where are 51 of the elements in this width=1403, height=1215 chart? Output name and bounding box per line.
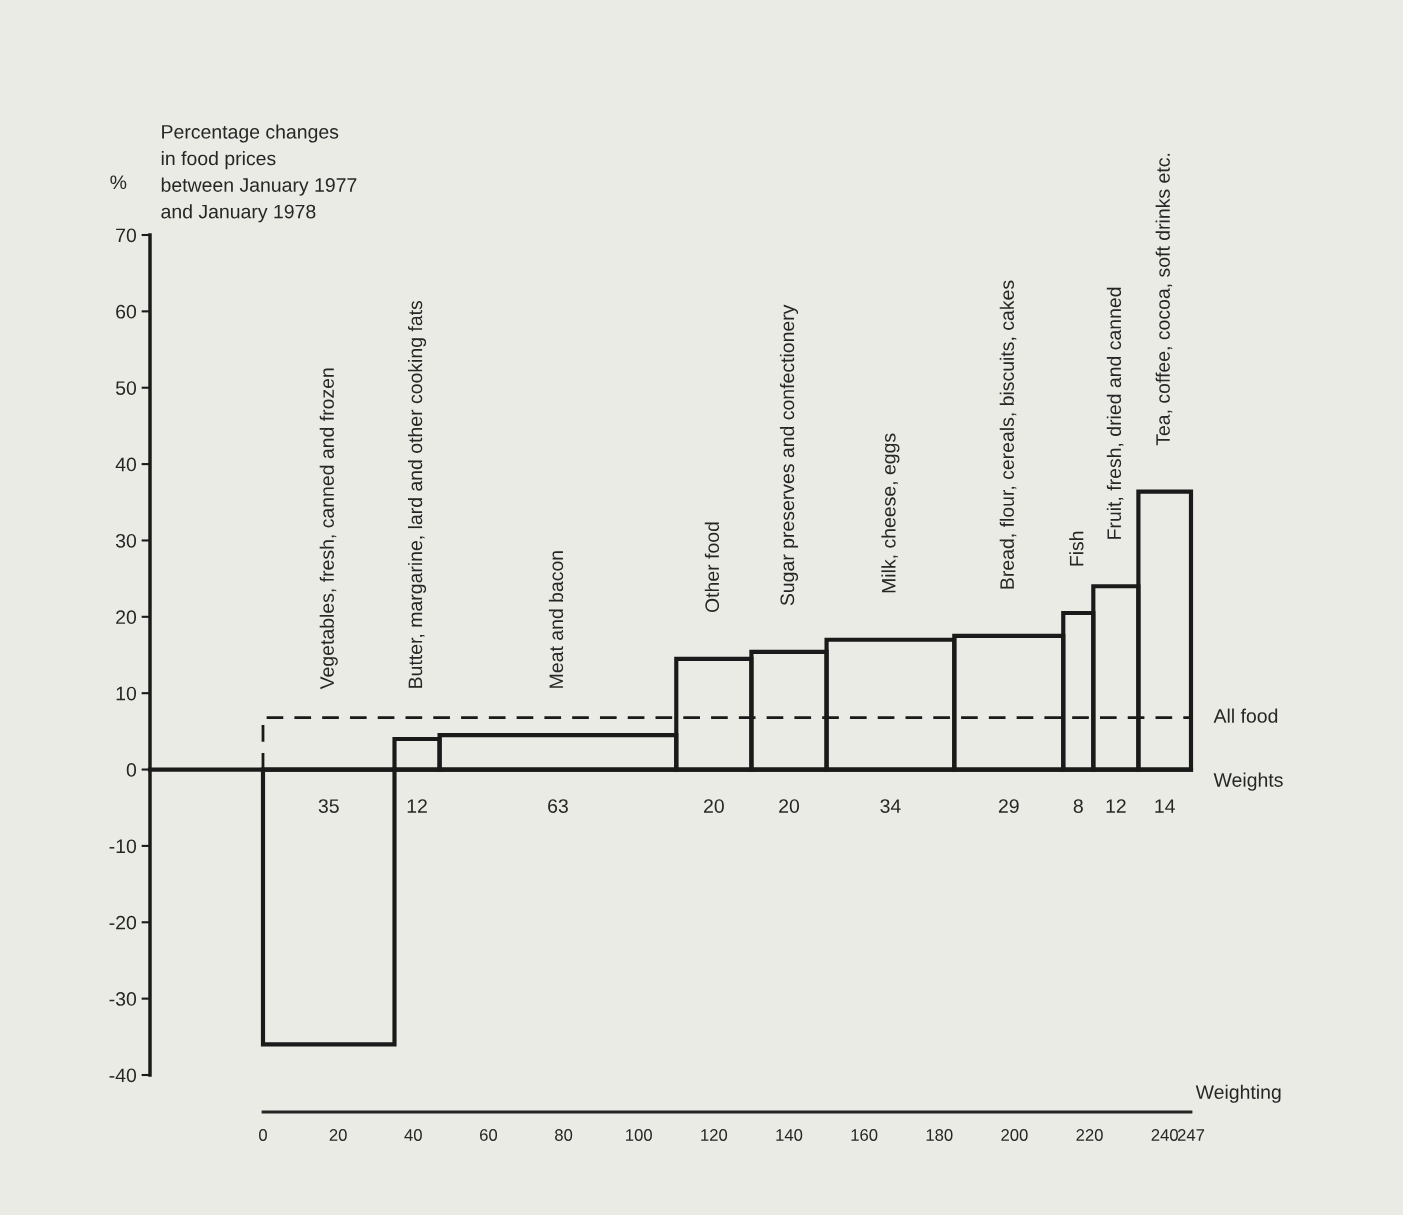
x-tick-label: 0 [259, 1129, 267, 1141]
x-tick-label: 160 [851, 1129, 878, 1141]
y-tick-label: -40 [109, 1068, 137, 1083]
x-tick-label: 60 [480, 1129, 498, 1141]
y-tick-label: 10 [116, 686, 137, 701]
x-tick-label: 40 [404, 1129, 422, 1141]
x-tick-label: 220 [1076, 1129, 1103, 1141]
annotation: 8 [1073, 799, 1083, 813]
ref-line-label: All food [1213, 708, 1278, 723]
annotation: 20 [779, 799, 800, 813]
annotation: 14 [1155, 799, 1175, 813]
category-label: Other food [704, 522, 720, 613]
category-label: Fish [1069, 531, 1084, 566]
annotation: 34 [880, 799, 901, 813]
y-axis-title: % [110, 175, 127, 190]
category-label: Fruit, fresh, dried and canned [1106, 287, 1124, 539]
category-label: Bread, flour, cereals, biscuits, cakes [999, 280, 1017, 589]
y-tick-label: 70 [116, 228, 137, 243]
annotation: 12 [1106, 799, 1126, 813]
annotation: 29 [998, 799, 1019, 813]
y-tick-label: 50 [115, 381, 137, 395]
x-tick-label: 80 [555, 1129, 573, 1141]
annotation: 20 [704, 799, 724, 813]
x-tick-label: 200 [1001, 1129, 1028, 1141]
x-tick-label: 180 [926, 1129, 953, 1141]
category-label: Meat and bacon [548, 551, 564, 688]
category-label: Milk, cheese, eggs [881, 433, 900, 593]
y-tick-label: 20 [116, 610, 137, 625]
category-label: Vegetables, fresh, canned and frozen [319, 368, 338, 690]
y-tick-label: -20 [109, 915, 137, 930]
y-tick-label: -30 [109, 992, 137, 1006]
x-tick-label: 20 [329, 1129, 347, 1141]
text: Weights [1213, 772, 1283, 791]
x-tick-label: 240 [1151, 1129, 1178, 1141]
annotation: 63 [548, 799, 568, 813]
category-label: Sugar preserves and confectionery [779, 304, 799, 606]
annotation: 35 [318, 799, 339, 813]
y-tick-label: -10 [109, 839, 137, 854]
y-tick-label: 0 [126, 763, 137, 777]
chart-title: Percentage changes in food prices between January 1977 and January 1978 [161, 124, 357, 223]
category-label: Butter, margarine, lard and other cooking fats [407, 300, 427, 688]
category-label: Tea, coffee, cocoa, soft drinks etc. [1155, 153, 1173, 446]
x-tick-label: 120 [701, 1129, 728, 1141]
y-tick-label: 40 [115, 457, 137, 472]
x-tick-label: 140 [776, 1129, 803, 1141]
x-tick-label: 100 [626, 1129, 652, 1141]
y-tick-label: 60 [116, 304, 137, 319]
annotation: 12 [407, 799, 427, 813]
x-axis-title: Weighting [1195, 1084, 1281, 1103]
x-tick-label: 247 [1177, 1129, 1205, 1141]
y-tick-label: 30 [115, 533, 137, 548]
